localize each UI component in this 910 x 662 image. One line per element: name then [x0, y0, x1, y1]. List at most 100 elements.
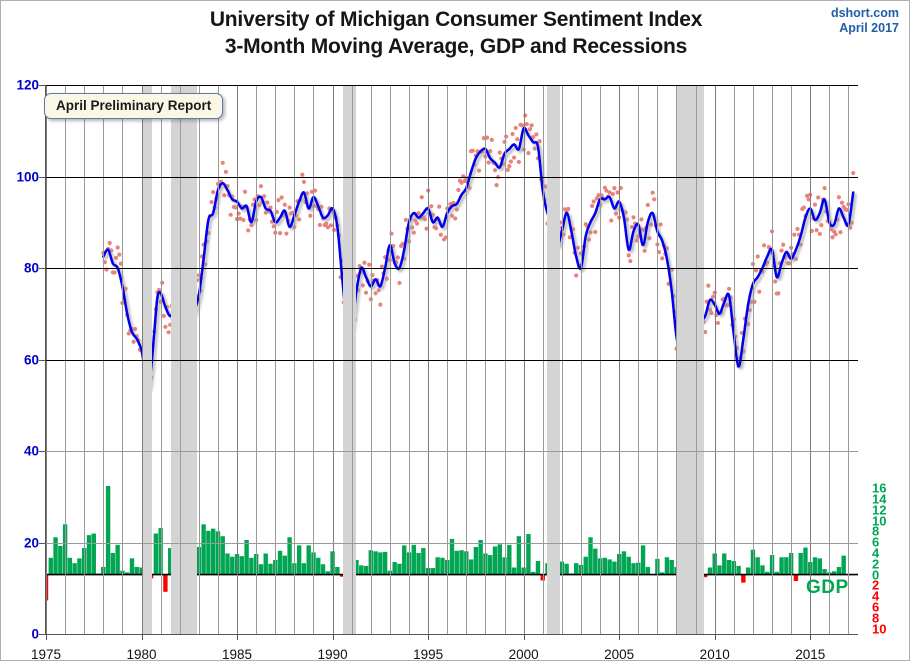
- credit-date: April 2017: [839, 21, 899, 35]
- gdp-series-label: GDP: [806, 577, 849, 598]
- gdp-axis-tick-label: 4: [872, 545, 880, 561]
- gdp-bar: [631, 563, 636, 575]
- gridline-vertical: [848, 85, 849, 634]
- monthly-sentiment-dot: [118, 261, 123, 266]
- sentiment-moving-average-line: [102, 126, 855, 391]
- monthly-sentiment-dot: [650, 190, 655, 195]
- recession-band: [546, 85, 560, 634]
- y-axis-tick: [39, 85, 46, 86]
- monthly-sentiment-dot: [660, 256, 665, 261]
- recession-band: [171, 85, 197, 634]
- gdp-bar: [559, 561, 565, 575]
- gdp-bar: [488, 555, 493, 575]
- monthly-sentiment-dot: [309, 189, 314, 194]
- gdp-bar: [803, 547, 808, 575]
- monthly-sentiment-dot: [325, 225, 330, 230]
- monthly-sentiment-dot: [257, 203, 262, 208]
- monthly-sentiment-dot: [610, 191, 615, 197]
- gdp-bar: [841, 555, 846, 575]
- gdp-bar: [249, 557, 254, 575]
- gdp-bar: [421, 548, 426, 575]
- monthly-sentiment-dot: [492, 168, 498, 173]
- monthly-sentiment-dot: [658, 222, 663, 227]
- gridline-vertical: [466, 85, 467, 634]
- monthly-sentiment-dot: [467, 185, 472, 191]
- monthly-sentiment-dot: [241, 217, 246, 223]
- gdp-bar: [48, 557, 53, 575]
- y-axis-line: [45, 85, 46, 634]
- gridline-vertical: [46, 85, 47, 634]
- monthly-sentiment-dot: [754, 268, 759, 273]
- gdp-bar: [722, 553, 727, 575]
- gdp-axis-tick-label: 4: [872, 588, 880, 604]
- gdp-bar: [468, 559, 474, 575]
- monthly-sentiment-dot: [363, 290, 369, 295]
- y-axis-tick: [39, 268, 46, 269]
- gridline-vertical: [810, 85, 811, 634]
- gridline-vertical: [218, 85, 219, 634]
- gridline-vertical: [829, 85, 830, 634]
- gridline-vertical: [600, 85, 601, 634]
- gdp-bar: [583, 556, 588, 575]
- monthly-sentiment-dot: [437, 204, 442, 209]
- monthly-sentiment-dot: [725, 303, 730, 308]
- monthly-sentiment-dot: [131, 339, 136, 344]
- x-axis-tick: [333, 634, 334, 640]
- monthly-sentiment-dot: [112, 270, 117, 275]
- monthly-sentiment-dot: [312, 188, 318, 193]
- monthly-sentiment-dot: [113, 255, 119, 261]
- gdp-bar: [134, 566, 139, 575]
- gridline-vertical: [161, 85, 162, 634]
- gdp-bar: [812, 557, 818, 575]
- y-axis-tick-label: 100: [16, 169, 39, 184]
- gridline-horizontal: [46, 543, 858, 544]
- gdp-bar: [779, 557, 784, 575]
- gridline-vertical: [543, 85, 544, 634]
- gdp-bar: [316, 557, 321, 575]
- gdp-bar: [320, 564, 326, 575]
- monthly-sentiment-dot: [830, 235, 835, 240]
- gdp-bar: [110, 552, 116, 575]
- gdp-bar: [196, 546, 202, 575]
- gridline-vertical: [122, 85, 123, 634]
- gdp-bar: [645, 566, 651, 575]
- gridline-vertical: [180, 85, 181, 634]
- gdp-bar: [72, 563, 77, 575]
- monthly-sentiment-dot: [562, 207, 568, 212]
- monthly-sentiment-dot: [319, 204, 324, 209]
- monthly-sentiment-dot: [508, 159, 514, 164]
- monthly-sentiment-dot: [629, 224, 635, 230]
- x-axis-tick: [810, 634, 811, 640]
- gdp-bar: [382, 551, 388, 575]
- gridline-horizontal: [46, 85, 858, 86]
- gdp-axis-tick-label: 2: [872, 556, 880, 572]
- gdp-axis-tick-label: 6: [872, 534, 880, 550]
- monthly-sentiment-dot: [642, 248, 647, 253]
- gridline-vertical: [676, 85, 677, 634]
- gdp-bar: [330, 551, 335, 575]
- gridline-vertical: [696, 85, 697, 634]
- monthly-sentiment-dot: [567, 235, 572, 240]
- gridline-vertical: [772, 85, 773, 634]
- monthly-sentiment-dot: [161, 313, 166, 319]
- monthly-sentiment-dot: [647, 236, 652, 241]
- monthly-sentiment-dot: [249, 223, 254, 228]
- gdp-axis-tick-label: 2: [872, 577, 880, 593]
- monthly-sentiment-dot: [814, 228, 819, 233]
- gridline-vertical: [237, 85, 238, 634]
- gdp-bar: [707, 567, 713, 575]
- gridline-vertical: [294, 85, 295, 634]
- gdp-bar: [115, 544, 120, 575]
- monthly-sentiment-dot: [497, 150, 502, 155]
- gdp-bar: [817, 558, 822, 575]
- monthly-sentiment-dot: [787, 261, 792, 266]
- gridline-vertical: [371, 85, 372, 634]
- monthly-sentiment-dot: [262, 194, 267, 199]
- monthly-sentiment-dot: [481, 136, 486, 141]
- recession-band: [141, 85, 153, 634]
- gdp-bar: [454, 550, 459, 575]
- monthly-sentiment-dot: [746, 322, 751, 327]
- gridline-vertical: [333, 85, 334, 634]
- monthly-sentiment-dot: [300, 172, 305, 177]
- gdp-bar: [129, 558, 135, 575]
